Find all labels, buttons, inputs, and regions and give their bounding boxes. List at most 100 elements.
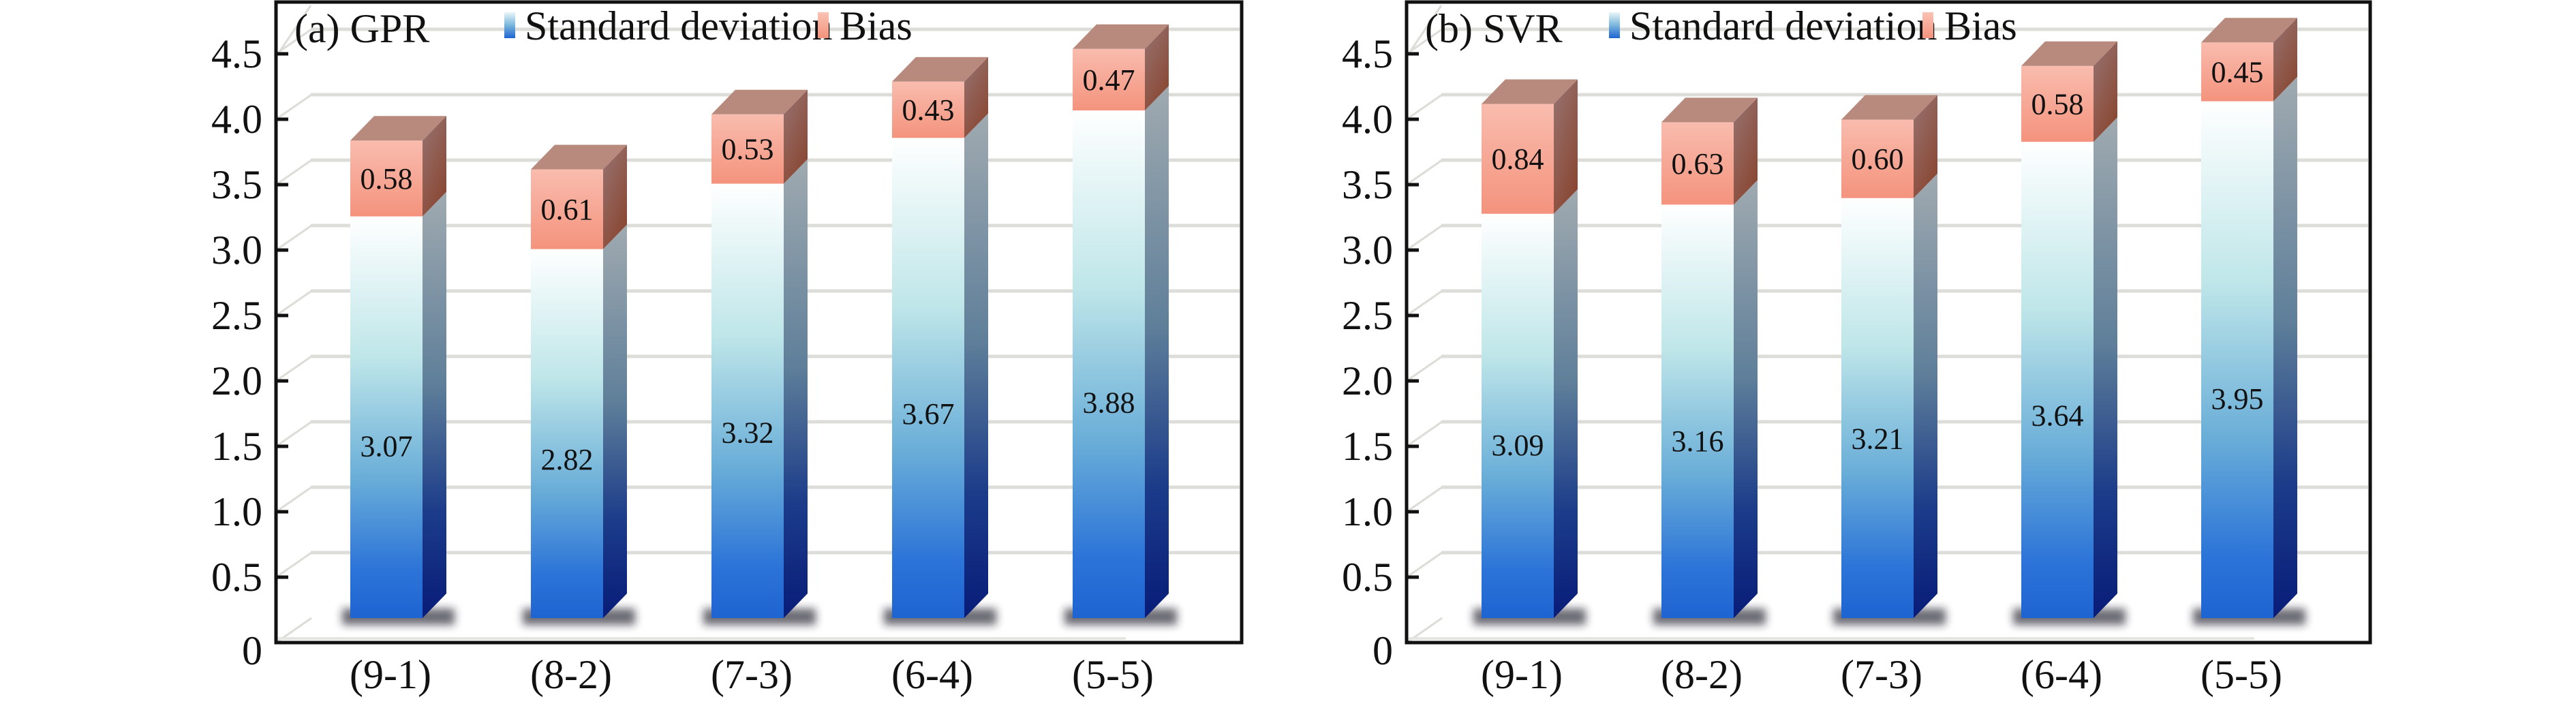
y-tick-label: 1.0: [1342, 489, 1393, 534]
bar-bias-side: [1554, 79, 1578, 214]
bar-std-side: [1734, 180, 1758, 618]
panel-title: (a) GPR: [294, 6, 429, 51]
bar-top-face: [1482, 79, 1578, 104]
panel-gpr: 3.07 0.58 2.82 0.61 3.32 0.53 3.67 0.43 3.88 0.47…: [211, 0, 1244, 697]
bar-top-face: [892, 57, 988, 82]
bar-bias: [1841, 119, 1914, 198]
x-tick-label: (6-4): [2021, 652, 2102, 697]
data-label-bias: 0.53: [722, 133, 774, 166]
bar-std-side: [784, 159, 808, 618]
y-tick-label: 4.0: [211, 97, 262, 142]
bar-bias-side: [964, 57, 988, 138]
bar-std-side: [1554, 189, 1578, 619]
data-label-bias: 0.60: [1852, 142, 1904, 176]
gridline-diagonal: [277, 5, 312, 55]
x-tick-label: (5-5): [2201, 652, 2282, 697]
bar-bias: [1661, 122, 1734, 205]
bar-group: 3.95 0.45: [2193, 18, 2305, 625]
data-label-standard-deviation: 3.16: [1672, 425, 1724, 458]
bar-bias: [1073, 48, 1145, 111]
bar-standard-deviation: [1482, 213, 1554, 619]
legend-label-standard-deviation: Standard deviation: [525, 3, 833, 48]
y-tick-label: 1.5: [1342, 424, 1393, 469]
legend-label-standard-deviation: Standard deviation: [1629, 3, 1937, 48]
bar-top-face: [1073, 24, 1169, 49]
data-label-standard-deviation: 3.21: [1852, 422, 1904, 455]
y-tick-label: 0.5: [211, 555, 262, 600]
y-tick-label: 1.5: [211, 424, 262, 469]
gridline-diagonal: [277, 551, 312, 577]
bar-standard-deviation: [1073, 110, 1145, 619]
x-tick-label: (7-3): [1841, 652, 1922, 697]
legend-label-bias: Bias: [840, 3, 913, 48]
data-label-bias: 0.45: [2211, 55, 2264, 89]
y-tick-label: 4.5: [211, 31, 262, 76]
data-label-bias: 0.58: [2031, 87, 2084, 121]
bar-bias: [2201, 42, 2273, 102]
bar-top-face: [1661, 97, 1758, 123]
bar-top-face: [711, 89, 808, 114]
data-label-standard-deviation: 3.32: [722, 416, 774, 450]
data-label-standard-deviation: 3.95: [2211, 382, 2264, 416]
gridline-diagonal: [277, 93, 312, 119]
bar-standard-deviation: [892, 138, 964, 619]
bar-bias-side: [2094, 41, 2117, 142]
gridline-diagonal: [277, 28, 312, 54]
bar-top-face: [2021, 41, 2117, 66]
bar-std-side: [964, 113, 988, 619]
bar-standard-deviation: [2021, 142, 2094, 618]
bar-std-side: [1914, 173, 1937, 618]
gridline-diagonal: [277, 290, 312, 315]
y-tick-label: 2.5: [1342, 293, 1393, 338]
data-label-bias: 0.63: [1672, 147, 1724, 181]
bar-bias: [711, 114, 784, 184]
bar-group: 3.21 0.60: [1833, 95, 1946, 625]
data-label-bias: 0.84: [1492, 142, 1544, 176]
legend: (a) GPR Standard deviation Bias: [294, 3, 913, 51]
legend-swatch-standard-deviation: [1609, 12, 1620, 38]
gridline-diagonal: [277, 420, 312, 446]
bar-bias-side: [784, 89, 808, 184]
bar-std-side: [2094, 117, 2117, 618]
panel-svr: 3.09 0.84 3.16 0.63 3.21 0.60 3.64 0.58 3.95 0.45…: [1342, 0, 2372, 697]
y-tick-label: 0.5: [1342, 555, 1393, 600]
data-label-bias: 0.47: [1083, 63, 1135, 97]
gridline-diagonal: [1408, 28, 1443, 54]
data-label-standard-deviation: 3.64: [2031, 399, 2084, 432]
bar-bias: [892, 81, 964, 138]
y-axis: 0 0.5 1.0 1.5 2.0 2.5 3.0 3.5 4.0 4.5: [211, 31, 288, 673]
legend-swatch-bias: [818, 12, 829, 38]
x-tick-label: (8-2): [1661, 652, 1743, 697]
bar-standard-deviation: [531, 249, 603, 618]
gridline-diagonal: [277, 224, 312, 250]
data-label-standard-deviation: 2.82: [541, 443, 594, 476]
x-tick-label: (9-1): [350, 652, 431, 697]
data-label-standard-deviation: 3.09: [1492, 429, 1544, 462]
gridline-diagonal: [277, 486, 312, 512]
bars: 3.09 0.84 3.16 0.63 3.21 0.60 3.64 0.58 3.95 0.45: [1473, 18, 2305, 625]
y-tick-label: 2.0: [211, 358, 262, 403]
x-axis: (9-1) (8-2) (7-3) (6-4) (5-5): [1481, 652, 2282, 697]
bar-group: 3.88 0.47: [1064, 24, 1177, 625]
x-tick-label: (7-3): [711, 652, 793, 697]
bars: 3.07 0.58 2.82 0.61 3.32 0.53 3.67 0.43 3.88 0.47: [342, 24, 1177, 625]
bar-bias-side: [1914, 95, 1937, 198]
bar-bias: [350, 140, 423, 217]
bar-group: 3.09 0.84: [1473, 79, 1586, 625]
data-label-standard-deviation: 3.88: [1083, 386, 1135, 420]
x-tick-label: (5-5): [1072, 652, 1154, 697]
bar-top-face: [2201, 18, 2297, 43]
bar-standard-deviation: [1841, 198, 1914, 618]
bar-group: 3.32 0.53: [703, 89, 816, 625]
y-tick-label: 4.5: [1342, 31, 1393, 76]
bar-bias: [1482, 104, 1554, 214]
y-tick-label: 4.0: [1342, 97, 1393, 142]
y-tick-label: 2.0: [1342, 358, 1393, 403]
legend-swatch-standard-deviation: [504, 12, 515, 38]
bar-standard-deviation: [1661, 204, 1734, 618]
bar-group: 3.16 0.63: [1653, 97, 1766, 625]
data-label-bias: 0.58: [361, 162, 413, 196]
gridline-diagonal: [277, 355, 312, 381]
legend-swatch-bias: [1922, 12, 1933, 38]
